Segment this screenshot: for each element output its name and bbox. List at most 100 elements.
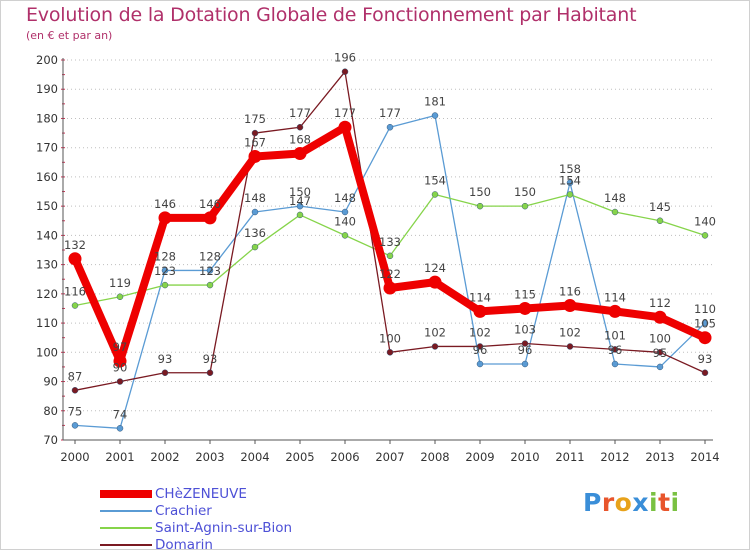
x-tick-label: 2004 <box>240 450 269 464</box>
y-tick-label: 170 <box>36 141 58 155</box>
data-point-saint-agnin-sur-bion <box>701 232 709 239</box>
data-point-saint-agnin-sur-bion <box>611 208 619 216</box>
y-tick-label: 180 <box>36 111 58 125</box>
data-point-saint-agnin-sur-bion <box>116 293 124 301</box>
data-point-domarin <box>521 340 529 347</box>
y-tick-label: 140 <box>36 228 58 242</box>
data-label-saint-agnin-sur-bion: 133 <box>379 235 401 249</box>
data-label-crachier: 150 <box>289 185 311 199</box>
chart-title: Evolution de la Dotation Globale de Fonc… <box>26 4 637 26</box>
data-label-domarin: 102 <box>469 325 491 339</box>
data-label-crachier: 148 <box>334 191 356 205</box>
y-tick-label: 70 <box>43 433 58 447</box>
data-point-domarin <box>251 129 259 137</box>
data-point-crachier <box>251 208 259 216</box>
legend-swatch <box>100 544 152 546</box>
y-tick-label: 90 <box>43 375 58 389</box>
data-point-domarin <box>566 343 574 350</box>
x-tick-label: 2010 <box>510 450 539 464</box>
data-point-saint-agnin-sur-bion <box>71 302 79 309</box>
data-label-saint-agnin-sur-bion: 123 <box>154 264 176 278</box>
legend-item-crachier: Crachier <box>100 503 360 519</box>
data-label-crachier: 95 <box>653 346 668 360</box>
data-label-ch-zeneuve: 168 <box>289 133 311 147</box>
data-point-saint-agnin-sur-bion <box>161 281 169 289</box>
data-point-saint-agnin-sur-bion <box>521 202 529 210</box>
x-tick-label: 2012 <box>600 450 629 464</box>
data-label-domarin: 196 <box>334 51 356 65</box>
series-lines <box>68 68 712 432</box>
data-point-ch-zeneuve <box>293 147 307 161</box>
data-point-domarin <box>161 369 169 377</box>
x-tick-label: 2000 <box>60 450 89 464</box>
data-point-crachier <box>566 179 574 187</box>
data-point-crachier <box>611 360 619 368</box>
data-point-ch-zeneuve <box>698 331 712 345</box>
x-tick-label: 2009 <box>465 450 494 464</box>
data-label-ch-zeneuve: 105 <box>694 317 716 331</box>
legend-swatch <box>100 490 152 498</box>
data-label-domarin: 90 <box>113 361 128 375</box>
data-label-saint-agnin-sur-bion: 123 <box>199 264 221 278</box>
data-label-ch-zeneuve: 177 <box>334 106 356 120</box>
data-label-crachier: 74 <box>113 407 128 421</box>
data-point-domarin <box>476 343 484 350</box>
x-tick-label: 2011 <box>555 450 584 464</box>
data-point-domarin <box>656 349 664 356</box>
x-tick-label: 2006 <box>330 450 359 464</box>
y-tick-label: 100 <box>36 345 58 359</box>
data-label-ch-zeneuve: 97 <box>113 340 128 354</box>
data-point-domarin <box>116 378 124 385</box>
data-label-saint-agnin-sur-bion: 116 <box>64 285 86 299</box>
y-tick-label: 110 <box>36 316 58 330</box>
data-point-ch-zeneuve <box>608 304 622 318</box>
legend-swatch <box>100 527 152 529</box>
data-point-ch-zeneuve <box>248 149 262 163</box>
data-label-crachier: 148 <box>244 191 266 205</box>
y-tick-label: 120 <box>36 287 58 301</box>
data-point-crachier <box>206 267 214 274</box>
data-point-ch-zeneuve <box>383 281 397 295</box>
data-label-ch-zeneuve: 146 <box>154 197 176 211</box>
data-point-crachier <box>296 202 304 210</box>
data-point-domarin <box>611 346 619 353</box>
legend-label: CHèZENEUVE <box>155 486 247 502</box>
x-tick-label: 2001 <box>105 450 134 464</box>
data-point-ch-zeneuve <box>518 301 532 315</box>
data-point-saint-agnin-sur-bion <box>386 252 394 260</box>
legend-item-ch-zeneuve: CHèZENEUVE <box>100 486 360 502</box>
data-point-saint-agnin-sur-bion <box>341 232 349 239</box>
data-point-crachier <box>386 123 394 131</box>
legend-label: Saint-Agnin-sur-Bion <box>155 520 293 536</box>
data-point-domarin <box>71 387 79 394</box>
legend-item-saint-agnin-sur-bion: Saint-Agnin-sur-Bion <box>100 520 360 536</box>
y-tick-label: 150 <box>36 199 58 213</box>
data-point-saint-agnin-sur-bion <box>251 243 259 251</box>
y-tick-label: 160 <box>36 170 58 184</box>
data-point-crachier <box>701 319 709 327</box>
data-label-ch-zeneuve: 124 <box>424 261 446 275</box>
data-point-saint-agnin-sur-bion <box>566 191 574 198</box>
legend-item-domarin: Domarin <box>100 537 360 553</box>
data-label-crachier: 128 <box>199 249 221 263</box>
data-label-saint-agnin-sur-bion: 154 <box>424 173 446 187</box>
data-point-domarin <box>431 343 439 350</box>
data-label-domarin: 101 <box>604 328 626 342</box>
data-label-saint-agnin-sur-bion: 148 <box>604 191 626 205</box>
data-point-saint-agnin-sur-bion <box>296 211 304 219</box>
data-label-saint-agnin-sur-bion: 140 <box>334 214 356 228</box>
axes: 7080901001101201301401501601701801902002… <box>36 53 720 464</box>
data-label-saint-agnin-sur-bion: 140 <box>694 214 716 228</box>
data-point-crachier <box>341 208 349 216</box>
data-point-saint-agnin-sur-bion <box>206 281 214 289</box>
chart-subtitle: (en € et par an) <box>26 29 113 42</box>
legend-swatch <box>100 510 152 512</box>
x-tick-label: 2008 <box>420 450 449 464</box>
data-label-saint-agnin-sur-bion: 145 <box>649 200 671 214</box>
data-label-crachier: 128 <box>154 249 176 263</box>
data-point-saint-agnin-sur-bion <box>431 191 439 198</box>
data-point-crachier <box>476 360 484 368</box>
data-label-ch-zeneuve: 114 <box>469 290 491 304</box>
data-label-domarin: 102 <box>424 325 446 339</box>
data-label-ch-zeneuve: 116 <box>559 285 581 299</box>
